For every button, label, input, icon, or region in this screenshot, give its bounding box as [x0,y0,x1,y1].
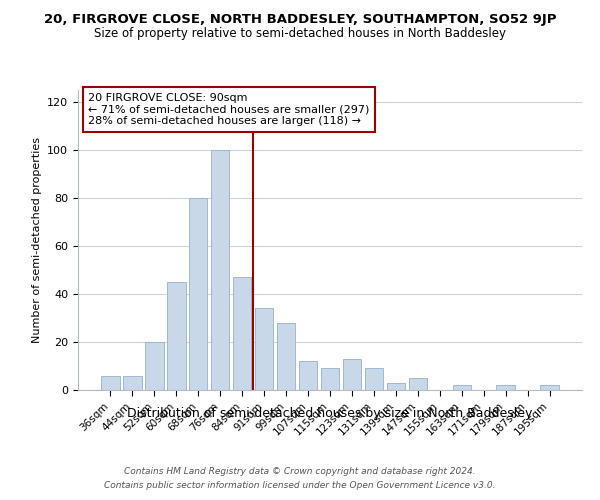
Bar [123,376,142,390]
Bar [277,323,295,390]
Bar [189,198,208,390]
Bar [386,383,405,390]
Bar [167,282,185,390]
Bar [233,277,251,390]
Bar [496,385,515,390]
Text: Size of property relative to semi-detached houses in North Baddesley: Size of property relative to semi-detach… [94,28,506,40]
Bar [320,368,340,390]
Text: 20, FIRGROVE CLOSE, NORTH BADDESLEY, SOUTHAMPTON, SO52 9JP: 20, FIRGROVE CLOSE, NORTH BADDESLEY, SOU… [44,12,556,26]
Bar [211,150,229,390]
Bar [365,368,383,390]
Text: 20 FIRGROVE CLOSE: 90sqm
← 71% of semi-detached houses are smaller (297)
28% of : 20 FIRGROVE CLOSE: 90sqm ← 71% of semi-d… [88,93,370,126]
Text: Contains HM Land Registry data © Crown copyright and database right 2024.: Contains HM Land Registry data © Crown c… [124,468,476,476]
Bar [145,342,164,390]
Y-axis label: Number of semi-detached properties: Number of semi-detached properties [32,137,41,343]
Text: Distribution of semi-detached houses by size in North Baddesley: Distribution of semi-detached houses by … [127,408,533,420]
Bar [255,308,274,390]
Bar [101,376,119,390]
Bar [409,378,427,390]
Bar [343,359,361,390]
Bar [299,361,317,390]
Text: Contains public sector information licensed under the Open Government Licence v3: Contains public sector information licen… [104,481,496,490]
Bar [541,385,559,390]
Bar [452,385,471,390]
